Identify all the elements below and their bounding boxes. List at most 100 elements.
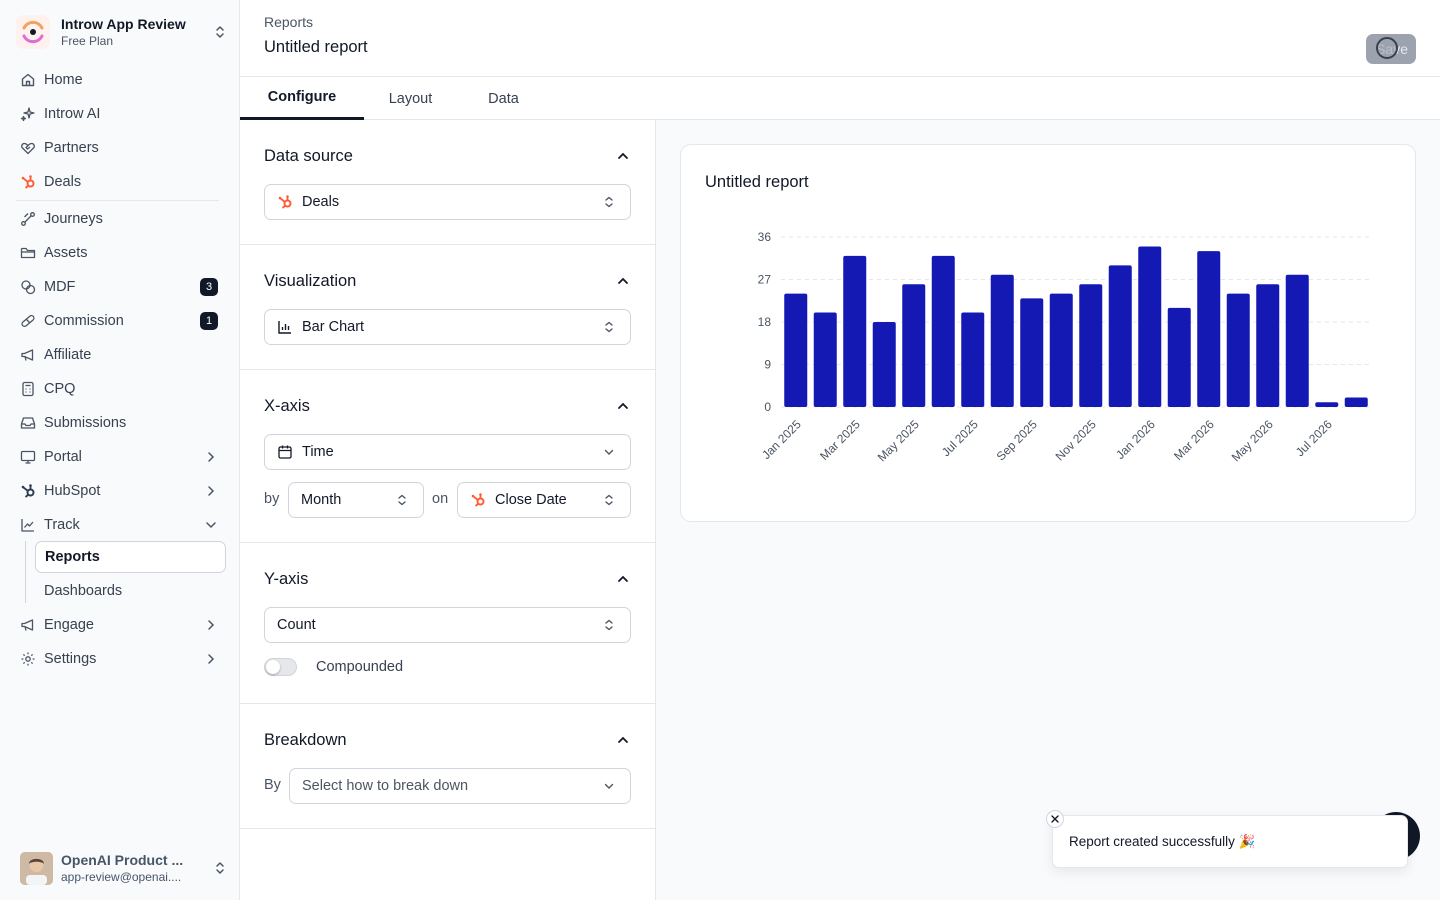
commission-count-badge: 1 [200, 312, 218, 330]
y-axis-section: Y-axis Count Compounded [240, 543, 655, 704]
tab-data[interactable]: Data [488, 90, 519, 107]
sidebar-item-home[interactable]: Home [16, 64, 224, 96]
sidebar-item-assets[interactable]: Assets [16, 237, 224, 269]
sidebar-subitem-dashboards[interactable]: Dashboards [35, 575, 226, 607]
report-chart-card: Untitled report 0 9 18 27 36 Jan 2025 Mar 2025… [680, 144, 1416, 522]
visualization-select[interactable]: Bar Chart [264, 309, 631, 345]
select-value: Deals [302, 194, 340, 210]
chevron-up-icon[interactable] [615, 398, 631, 414]
page-title[interactable]: Untitled report [264, 38, 368, 56]
by-label: by [264, 491, 280, 507]
chevron-up-icon[interactable] [615, 148, 631, 164]
workspace-plan: Free Plan [61, 34, 114, 48]
bar [1285, 274, 1309, 407]
select-value: Month [301, 492, 342, 508]
handshake-icon [21, 142, 35, 155]
sidebar-item-engage[interactable]: Engage [16, 609, 224, 641]
sidebar-item-cpq[interactable]: CPQ [16, 373, 224, 405]
config-panel: Data source Deals Visualization Bar Char… [240, 120, 656, 900]
tab-layout[interactable]: Layout [388, 90, 433, 107]
sidebar-item-label: Partners [44, 140, 99, 156]
bar [1344, 397, 1368, 407]
user-email: app-review@openai.... [61, 870, 182, 884]
user-menu[interactable]: OpenAI Product ... app-review@openai.... [20, 851, 228, 885]
chevron-up-down-icon [605, 321, 613, 333]
sidebar-item-portal[interactable]: Portal [16, 441, 224, 473]
x-tick-label: Nov 2025 [1053, 417, 1099, 463]
bar [1226, 293, 1250, 407]
sidebar-item-affiliate[interactable]: Affiliate [16, 339, 224, 371]
breakdown-by-label: By [264, 777, 281, 793]
sidebar-item-journeys[interactable]: Journeys [16, 203, 224, 235]
sidebar-item-label: Engage [44, 617, 94, 633]
calendar-icon [278, 445, 292, 459]
bar [1315, 402, 1339, 407]
home-icon [21, 73, 35, 87]
compounded-toggle[interactable] [264, 658, 297, 676]
sidebar-item-hubspot[interactable]: HubSpot [16, 475, 224, 507]
x-axis-section: X-axis Time by Month on Close Date [240, 370, 655, 543]
x-tick-label: Jul 2025 [939, 417, 981, 459]
sidebar-item-introw-ai[interactable]: Introw AI [16, 98, 224, 130]
chevron-up-down-icon [605, 619, 613, 631]
y-tick-label: 9 [764, 358, 771, 372]
tab-configure[interactable]: Configure [240, 77, 364, 120]
sidebar-item-label: Journeys [44, 211, 103, 227]
toast-message: Report created successfully 🎉 [1069, 833, 1256, 849]
sidebar-item-label: HubSpot [44, 483, 101, 499]
sidebar-item-submissions[interactable]: Submissions [16, 407, 224, 439]
sidebar-item-deals[interactable]: Deals [16, 166, 224, 198]
data-source-select[interactable]: Deals [264, 184, 631, 220]
sidebar-item-label: Affiliate [44, 347, 92, 363]
chevron-right-icon [208, 486, 215, 496]
chevron-down-icon [604, 783, 614, 789]
workspace-switcher[interactable]: Introw App Review Free Plan [16, 12, 228, 52]
x-axis-field-select[interactable]: Close Date [457, 482, 631, 518]
close-icon [1051, 815, 1059, 823]
save-button[interactable]: Save [1366, 34, 1416, 64]
breakdown-select[interactable]: Select how to break down [289, 768, 631, 804]
sidebar-item-label: Settings [44, 651, 97, 667]
y-axis-select[interactable]: Count [264, 607, 631, 643]
bar [1049, 293, 1073, 407]
sidebar-item-label: Assets [44, 245, 88, 261]
section-title: Visualization [264, 272, 357, 290]
sidebar-item-label: Introw AI [44, 106, 101, 122]
sidebar-subitem-reports[interactable]: Reports [35, 541, 226, 573]
chevron-up-icon[interactable] [615, 273, 631, 289]
nav-divider [16, 200, 219, 201]
sidebar-item-track[interactable]: Track [16, 509, 224, 541]
chevron-right-icon [208, 452, 215, 462]
x-tick-label: May 2025 [875, 417, 922, 464]
bar [1079, 284, 1103, 407]
bar [1108, 265, 1132, 407]
sidebar-item-settings[interactable]: Settings [16, 643, 224, 675]
x-axis-select[interactable]: Time [264, 434, 631, 470]
select-placeholder: Select how to break down [302, 778, 469, 794]
chevron-up-icon[interactable] [615, 732, 631, 748]
chevron-up-icon[interactable] [615, 571, 631, 587]
bar-chart-icon [278, 321, 291, 334]
select-value: Count [277, 617, 316, 633]
coins-icon [21, 280, 36, 295]
sidebar-item-commission[interactable]: Commission 1 [16, 305, 224, 337]
chevron-down-icon [206, 522, 216, 529]
data-source-section: Data source Deals [240, 120, 655, 245]
breadcrumb[interactable]: Reports [264, 14, 314, 30]
y-tick-label: 0 [764, 400, 771, 414]
bar-chart: 0 9 18 27 36 Jan 2025 Mar 2025 May 2025 Jul 2025… [758, 230, 1371, 464]
sidebar-item-partners[interactable]: Partners [16, 132, 224, 164]
toast-close-button[interactable] [1046, 810, 1064, 828]
chevron-down-icon [604, 449, 614, 455]
chart-line-icon [21, 519, 34, 532]
pill-icon [21, 314, 35, 328]
compounded-label: Compounded [316, 659, 404, 675]
x-axis-granularity-select[interactable]: Month [288, 482, 424, 518]
section-title: Data source [264, 147, 353, 165]
bar [813, 312, 837, 407]
bar [872, 322, 896, 407]
select-value: Bar Chart [302, 319, 365, 335]
sidebar-item-mdf[interactable]: MDF 3 [16, 271, 224, 303]
introw-logo [16, 15, 50, 49]
chevron-up-down-icon [216, 862, 224, 874]
